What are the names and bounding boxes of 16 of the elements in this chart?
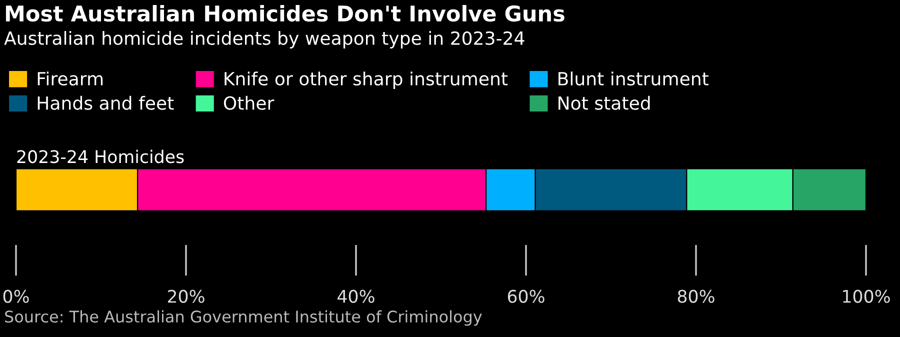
y-tick-label: 2023-24 Homicides	[17, 150, 184, 164]
x-tick-label: 60%	[508, 290, 544, 303]
chart-subtitle: Australian homicide incidents by weapon type in 2023-24	[4, 31, 524, 48]
legend-label: Hands and feet	[38, 96, 174, 110]
x-tick-label: 80%	[678, 290, 714, 303]
legend-label: Other	[224, 96, 274, 110]
legend-label: Blunt instrument	[558, 72, 708, 86]
legend-label: Not stated	[558, 96, 650, 110]
legend-label: Knife or other sharp instrument	[224, 72, 508, 90]
x-tick-label: 20%	[168, 290, 204, 303]
source-note: Source: The Australian Government Institute of Criminology	[5, 310, 482, 326]
x-tick-label: 100%	[843, 290, 890, 303]
legend-label: Firearm	[38, 72, 103, 86]
chart-title: Most Australian Homicides Don't Involve Guns	[6, 5, 564, 22]
x-tick-label: 0%	[3, 290, 29, 303]
x-tick-label: 40%	[338, 290, 374, 303]
